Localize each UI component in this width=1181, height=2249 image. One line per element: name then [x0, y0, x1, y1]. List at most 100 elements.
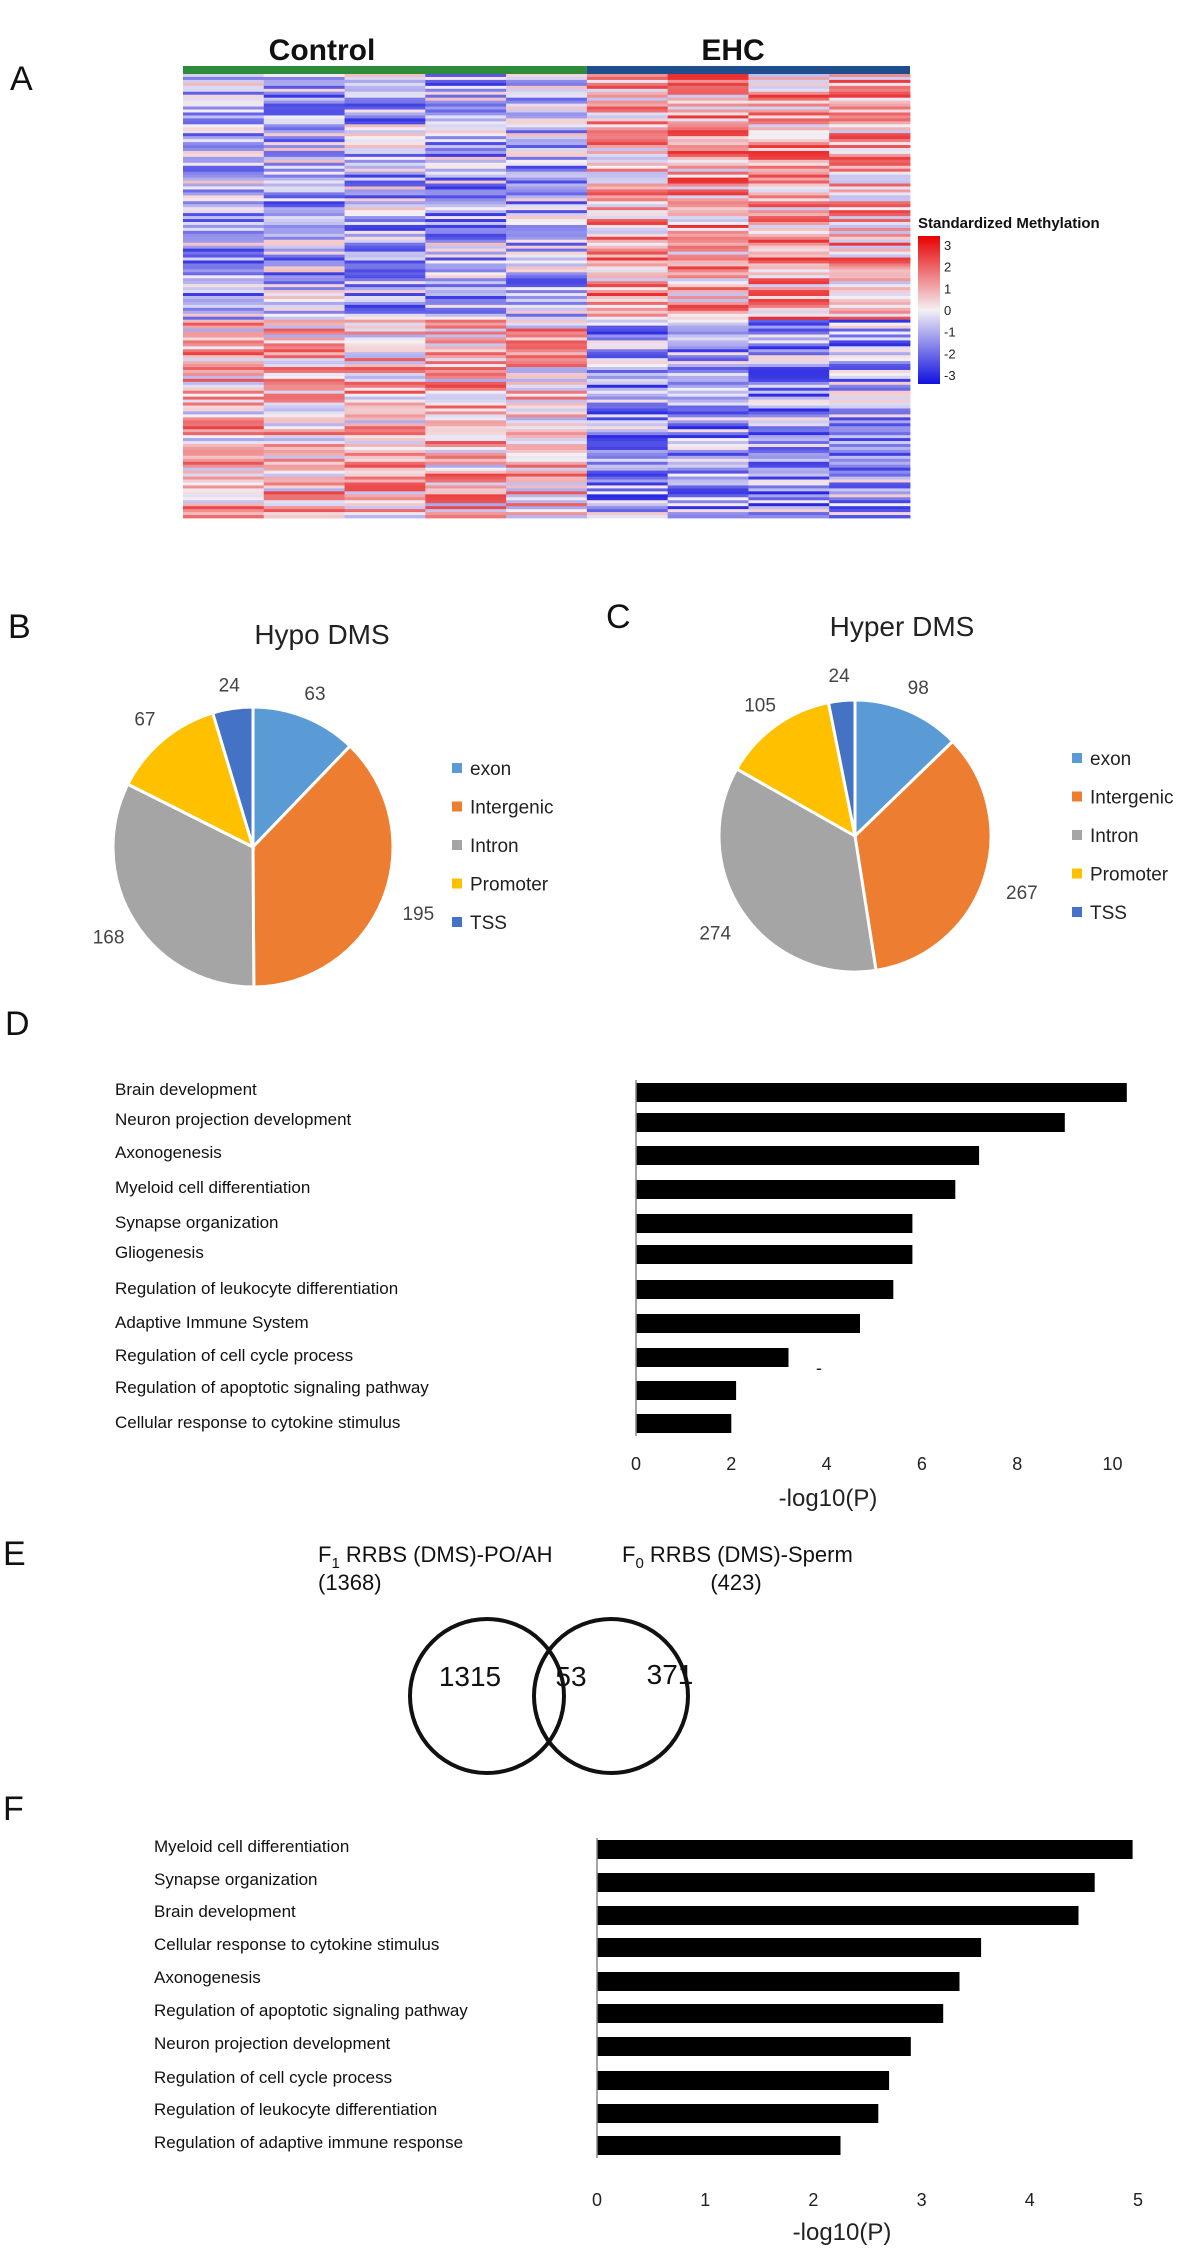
pie-value-label: 98 — [908, 678, 929, 699]
venn-left-count: (1368) — [318, 1570, 382, 1595]
heatmap-legend-tick: -1 — [944, 325, 956, 340]
bar-category-label: Axonogenesis — [154, 1968, 261, 1987]
bar — [597, 1840, 1133, 1859]
bar — [597, 1906, 1079, 1925]
panel-label-a: A — [10, 60, 33, 98]
bar — [636, 1083, 1127, 1102]
bar-category-label: Myeloid cell differentiation — [154, 1837, 349, 1856]
bar-chart-go-f1: Brain development Neuron projection devel… — [115, 1080, 1127, 1512]
legend-swatch-exon — [1072, 753, 1082, 763]
bar-category-label: Brain development — [154, 1902, 296, 1921]
heatmap-group-bar-ehc — [586, 66, 910, 74]
pie-chart-hyper: Hyper DMS 98 267 274 105 24 exon Intergenic In… — [699, 611, 1173, 974]
x-axis-title: -log10(P) — [793, 2219, 892, 2246]
pie-value-label: 274 — [699, 924, 731, 945]
legend-label-intergenic: Intergenic — [1090, 788, 1173, 809]
bar — [636, 1245, 913, 1264]
bar-category-label: Cellular response to cytokine stimulus — [115, 1413, 400, 1432]
legend-label-promoter: Promoter — [1090, 865, 1169, 886]
panel-label-c: C — [606, 598, 631, 636]
bar — [636, 1280, 894, 1299]
legend-label-promoter: Promoter — [470, 875, 549, 896]
heatmap-legend-tick: 1 — [944, 281, 951, 296]
panel-label-f: F — [3, 1790, 24, 1828]
bar-category-label: Synapse organization — [115, 1213, 279, 1232]
bar — [636, 1146, 980, 1165]
bar — [636, 1381, 737, 1400]
pie-chart-hypo: Hypo DMS 63 195 168 67 24 exon Intergenic Intr… — [93, 619, 553, 989]
heatmap-legend-title: Standardized Methylation — [918, 215, 1100, 232]
bar-category-label: Regulation of adaptive immune response — [154, 2133, 463, 2152]
bar — [597, 2104, 879, 2123]
bar-category-label: Neuron projection development — [154, 2034, 391, 2053]
pie-title-hypo: Hypo DMS — [254, 619, 389, 650]
pie-slice-exon — [251, 705, 353, 851]
heatmap-group-label-ehc: EHC — [701, 34, 764, 67]
x-tick-label: 4 — [822, 1454, 832, 1474]
bar-category-label: Gliogenesis — [115, 1243, 204, 1262]
legend-swatch-intergenic — [1072, 791, 1082, 802]
legend-label-tss: TSS — [1090, 903, 1127, 924]
venn-left-only: 1315 — [439, 1661, 501, 1692]
bar-category-label: Regulation of apoptotic signaling pathwa… — [115, 1378, 429, 1397]
pie-slice-promoter — [734, 700, 858, 839]
legend-swatch-intron — [452, 840, 462, 850]
x-tick-label: 8 — [1012, 1454, 1022, 1474]
bar-category-label: Adaptive Immune System — [115, 1313, 309, 1332]
pie-value-label: 168 — [93, 928, 125, 949]
bar-category-label: Brain development — [115, 1080, 257, 1099]
venn-right-only: 371 — [647, 1659, 694, 1690]
bar — [636, 1113, 1065, 1132]
bar-category-label: Regulation of leukocyte differentiation — [154, 2100, 437, 2119]
bar-category-label: Regulation of apoptotic signaling pathwa… — [154, 2001, 468, 2020]
heatmap-legend-tick: 0 — [944, 303, 951, 318]
panel-label-d: D — [5, 1005, 30, 1043]
legend-swatch-tss — [452, 917, 462, 927]
legend-label-exon: exon — [1090, 749, 1131, 770]
panel-label-b: B — [8, 608, 31, 646]
venn-diagram: F1 RRBS (DMS)-PO/AH (1368) F0 RRBS (DMS)… — [318, 1542, 853, 1775]
pie-slice-intergenic — [853, 739, 993, 973]
bar-category-label: Myeloid cell differentiation — [115, 1178, 310, 1197]
pie-slice-intron — [111, 782, 256, 989]
heatmap-cells — [183, 74, 911, 519]
heatmap-figure: Control EHC Standardized Methylation 3 2 1… — [183, 34, 1100, 519]
x-tick-label: 2 — [808, 2190, 818, 2210]
legend-swatch-intron — [1072, 830, 1082, 840]
pie-slice-intergenic — [251, 743, 395, 989]
heatmap-legend-tick: 2 — [944, 260, 951, 275]
venn-overlap: 53 — [555, 1661, 586, 1692]
venn-circle-left — [408, 1617, 566, 1775]
bar-category-label: Regulation of leukocyte differentiation — [115, 1279, 398, 1298]
pie-slice-intron — [717, 766, 878, 974]
pie-slice-exon — [853, 698, 955, 840]
x-tick-label: 6 — [917, 1454, 927, 1474]
bar-chart-go-overlap: Myeloid cell differentiation Synapse orga… — [154, 1837, 1143, 2246]
legend-label-intron: Intron — [1090, 826, 1139, 847]
venn-left-label: F1 RRBS (DMS)-PO/AH — [318, 1542, 552, 1572]
bar — [636, 1214, 913, 1233]
pie-title-hyper: Hyper DMS — [830, 611, 975, 642]
heatmap-group-label-control: Control — [269, 34, 376, 67]
bar-category-label: Cellular response to cytokine stimulus — [154, 1935, 439, 1954]
bar — [597, 2004, 944, 2023]
x-tick-label: 5 — [1133, 2190, 1143, 2210]
heatmap-legend-tick: 3 — [944, 238, 951, 253]
bar — [636, 1348, 789, 1367]
legend-swatch-promoter — [1072, 868, 1082, 879]
heatmap-legend-tick: -2 — [944, 346, 956, 361]
legend-label-intergenic: Intergenic — [470, 798, 553, 819]
venn-right-label: F0 RRBS (DMS)-Sperm — [622, 1542, 853, 1572]
venn-circle-right — [532, 1617, 690, 1775]
bar — [597, 1972, 960, 1991]
legend-swatch-promoter — [452, 878, 462, 889]
pie-value-label: 105 — [744, 696, 776, 717]
pie-value-label: 63 — [304, 684, 325, 705]
legend-label-intron: Intron — [470, 836, 519, 857]
x-tick-label: 0 — [592, 2190, 602, 2210]
legend-swatch-exon — [452, 763, 462, 773]
bar — [597, 2037, 911, 2056]
x-axis-title: -log10(P) — [779, 1485, 878, 1512]
x-tick-label: 0 — [631, 1454, 641, 1474]
bar-category-label: Neuron projection development — [115, 1110, 352, 1129]
